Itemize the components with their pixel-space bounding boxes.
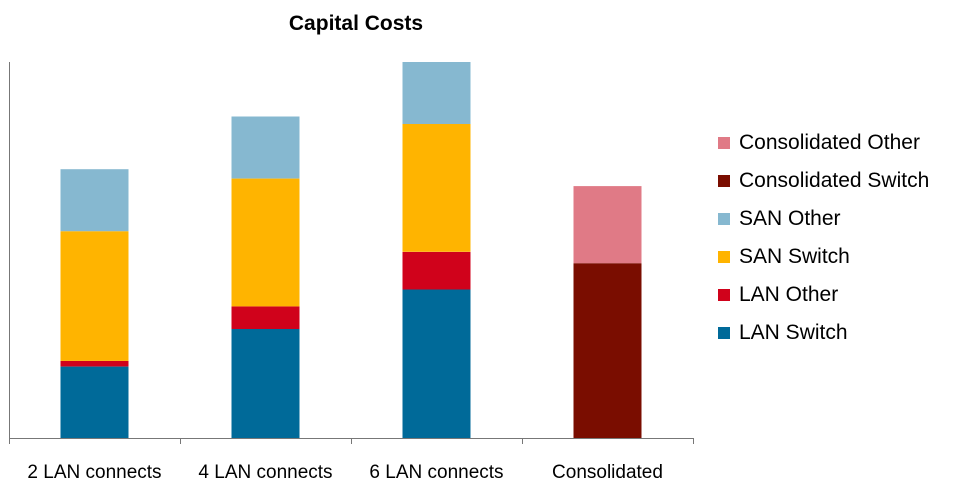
bar-segment	[402, 62, 471, 124]
x-tick-label: Consolidated	[552, 462, 663, 483]
bars-group	[60, 62, 642, 438]
legend-item: SAN Switch	[718, 238, 929, 276]
legend-swatch	[718, 251, 730, 263]
legend-label: SAN Switch	[739, 245, 850, 268]
bar-segment	[573, 186, 642, 264]
x-tick-label: 4 LAN connects	[198, 462, 332, 483]
legend-swatch	[718, 175, 730, 187]
bar-segment	[402, 251, 471, 290]
legend-item: SAN Other	[718, 200, 929, 238]
legend-swatch	[718, 137, 730, 149]
chart-plot: 2 LAN connects 4 LAN connects 6 LAN connec…	[9, 62, 694, 483]
bar-segment	[60, 360, 129, 367]
legend-label: SAN Other	[739, 207, 841, 230]
bar-segment	[402, 124, 471, 252]
bar-segment	[573, 263, 642, 438]
bar-segment	[60, 231, 129, 361]
legend-swatch	[718, 289, 730, 301]
chart-title: Capital Costs	[288, 12, 424, 35]
x-labels-group: 2 LAN connects 4 LAN connects 6 LAN connec…	[27, 462, 663, 483]
legend-swatch	[718, 213, 730, 225]
legend-label: Consolidated Other	[739, 131, 920, 154]
x-tick-label: 6 LAN connects	[369, 462, 503, 483]
x-tick-label: 2 LAN connects	[27, 462, 161, 483]
legend-item: Consolidated Switch	[718, 162, 929, 200]
legend-item: Consolidated Other	[718, 124, 929, 162]
bar-segment	[231, 178, 300, 307]
bar-segment	[231, 329, 300, 438]
legend-item: LAN Switch	[718, 314, 929, 352]
x-ticks-group	[9, 438, 694, 444]
legend-label: LAN Other	[739, 283, 839, 306]
legend-item: LAN Other	[718, 276, 929, 314]
legend: Consolidated Other Consolidated Switch SAN…	[718, 124, 929, 352]
legend-label: LAN Switch	[739, 321, 848, 344]
bar-segment	[402, 289, 471, 438]
legend-label: Consolidated Switch	[739, 169, 930, 192]
legend-swatch	[718, 327, 730, 339]
bar-segment	[60, 366, 129, 438]
bar-segment	[231, 116, 300, 179]
bar-segment	[231, 306, 300, 329]
bar-segment	[60, 169, 129, 232]
